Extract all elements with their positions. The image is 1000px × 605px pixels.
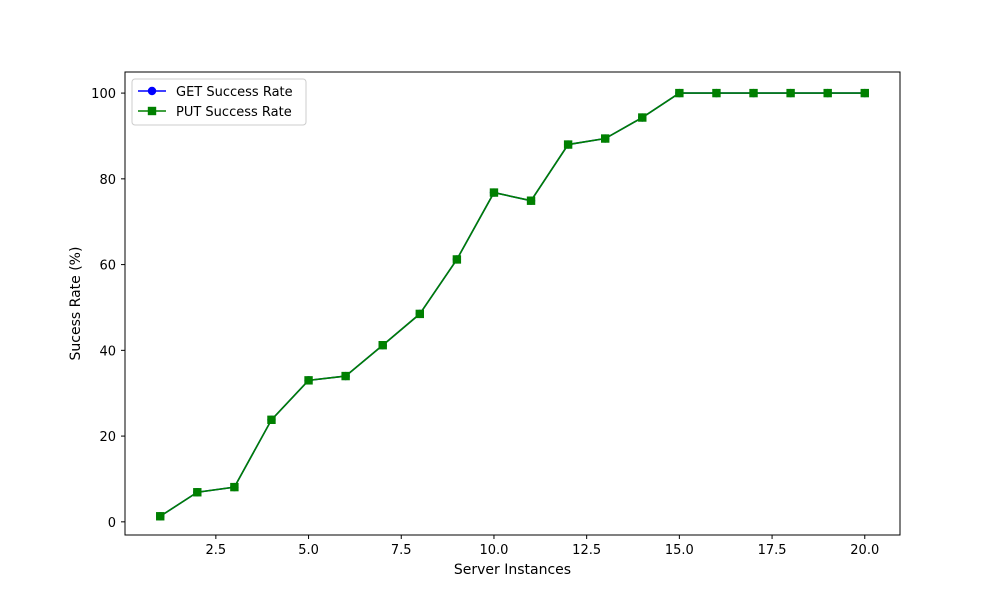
data-point-put: [230, 482, 239, 492]
x-tick-label: 12.5: [572, 543, 601, 558]
data-point-put: [860, 88, 869, 98]
plot-frame: [124, 71, 901, 536]
y-tick-label: 20: [99, 430, 116, 445]
x-tick-label: 7.5: [391, 543, 412, 558]
data-point-put: [786, 88, 795, 98]
data-point-put: [156, 512, 165, 521]
data-point-put: [601, 134, 610, 143]
legend-marker-icon: [147, 86, 157, 96]
series-line-1: [159, 92, 865, 517]
legend-label: PUT Success Rate: [176, 105, 292, 120]
data-point-put: [341, 371, 350, 381]
data-point-put: [452, 255, 462, 264]
series-line-2: [159, 92, 865, 517]
data-point-put: [749, 88, 758, 98]
x-tick-label: 20.0: [850, 543, 879, 558]
y-axis-label: Sucess Rate (%): [68, 247, 84, 361]
data-point-put: [193, 488, 202, 497]
plot-layer: [156, 88, 869, 521]
x-tick-label: 5.0: [298, 543, 319, 558]
x-tick-label: 17.5: [758, 543, 787, 558]
legend: GET Success Rate PUT Success Rate: [131, 78, 307, 126]
data-point-put: [526, 196, 536, 205]
y-tick-label: 40: [99, 344, 116, 359]
x-axis-label: Server Instances: [454, 562, 571, 578]
x-tick-label: 15.0: [665, 543, 694, 558]
axis-layer: 2.5 5.0 7.5 10.0 12.5 15.0 17.5 20.0 0 20 40 60 80 10…: [91, 87, 879, 558]
data-point-put: [415, 309, 424, 319]
data-point-put: [563, 140, 573, 149]
legend-label: GET Success Rate: [176, 85, 293, 100]
data-point-put: [304, 376, 313, 385]
x-tick-label: 2.5: [206, 543, 227, 558]
data-point-put: [823, 88, 832, 98]
legend-box: [131, 78, 307, 126]
data-point-put: [378, 340, 387, 350]
data-point-put: [638, 113, 647, 122]
y-tick-label: 60: [99, 259, 116, 274]
data-point-put: [489, 188, 499, 197]
legend-marker-icon: [147, 106, 157, 116]
y-tick-label: 100: [91, 87, 116, 102]
data-point-put: [675, 88, 684, 98]
x-tick-label: 10.0: [479, 543, 508, 558]
y-tick-label: 80: [99, 173, 116, 188]
data-point-put: [267, 415, 276, 424]
data-point-put: [712, 88, 721, 98]
y-tick-label: 0: [108, 516, 116, 531]
